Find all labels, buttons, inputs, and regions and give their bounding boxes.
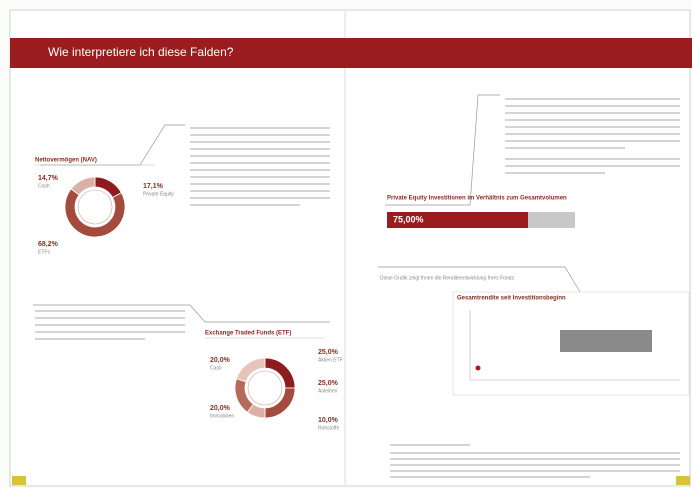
value-label: 10,0%: [318, 417, 339, 424]
donut-segment: [64, 188, 126, 238]
leader-line: [33, 304, 330, 323]
value-label: 20,0%: [210, 405, 231, 412]
donut-ring: [247, 370, 283, 406]
header-band: [10, 38, 692, 68]
value-label: 68,2%: [38, 241, 59, 248]
value-label: 20,0%: [210, 357, 231, 364]
donut-segment: [70, 176, 96, 196]
donut-ring: [77, 189, 113, 225]
leader-line: [385, 94, 500, 206]
caption: Diese Grafik zeigt Ihnen die Renditeentw…: [380, 275, 514, 281]
category-label: Rohstoffe: [318, 425, 340, 431]
value-label: 14,7%: [38, 175, 59, 182]
value-label: 17,1%: [143, 183, 164, 190]
donut-segment: [235, 357, 266, 383]
header-title: Wie interpretiere ich diese Falden?: [48, 45, 234, 59]
page-frame: [9, 9, 691, 487]
category-label: Aktien ETF: [318, 357, 343, 363]
chart-overlay-box: [560, 330, 652, 352]
value-label: 25,0%: [318, 349, 339, 356]
progress-title: Private Equity Investitionen im Verhältn…: [387, 196, 567, 202]
category-label: Immobilien: [210, 413, 234, 419]
category-label: Anleihen: [318, 388, 338, 394]
category-label: ETFs: [38, 249, 50, 255]
chart-title: Nettovermögen (NAV): [35, 158, 97, 164]
chart-title: Exchange Traded Funds (ETF): [205, 331, 291, 337]
progress-bar: [387, 212, 528, 228]
leader-line: [378, 266, 581, 293]
category-label: Cash: [38, 183, 50, 189]
page-marker: [12, 476, 26, 485]
category-label: Private Equity: [143, 191, 174, 197]
page-marker: [676, 476, 690, 485]
category-label: Cash: [210, 365, 222, 371]
progress-label: 75,00%: [393, 214, 424, 224]
paragraph-placeholder: [35, 98, 680, 478]
point: [475, 365, 481, 371]
line-chart-title: Gesamtrendite seit Investitionsbeginn: [457, 296, 566, 302]
value-label: 25,0%: [318, 380, 339, 387]
